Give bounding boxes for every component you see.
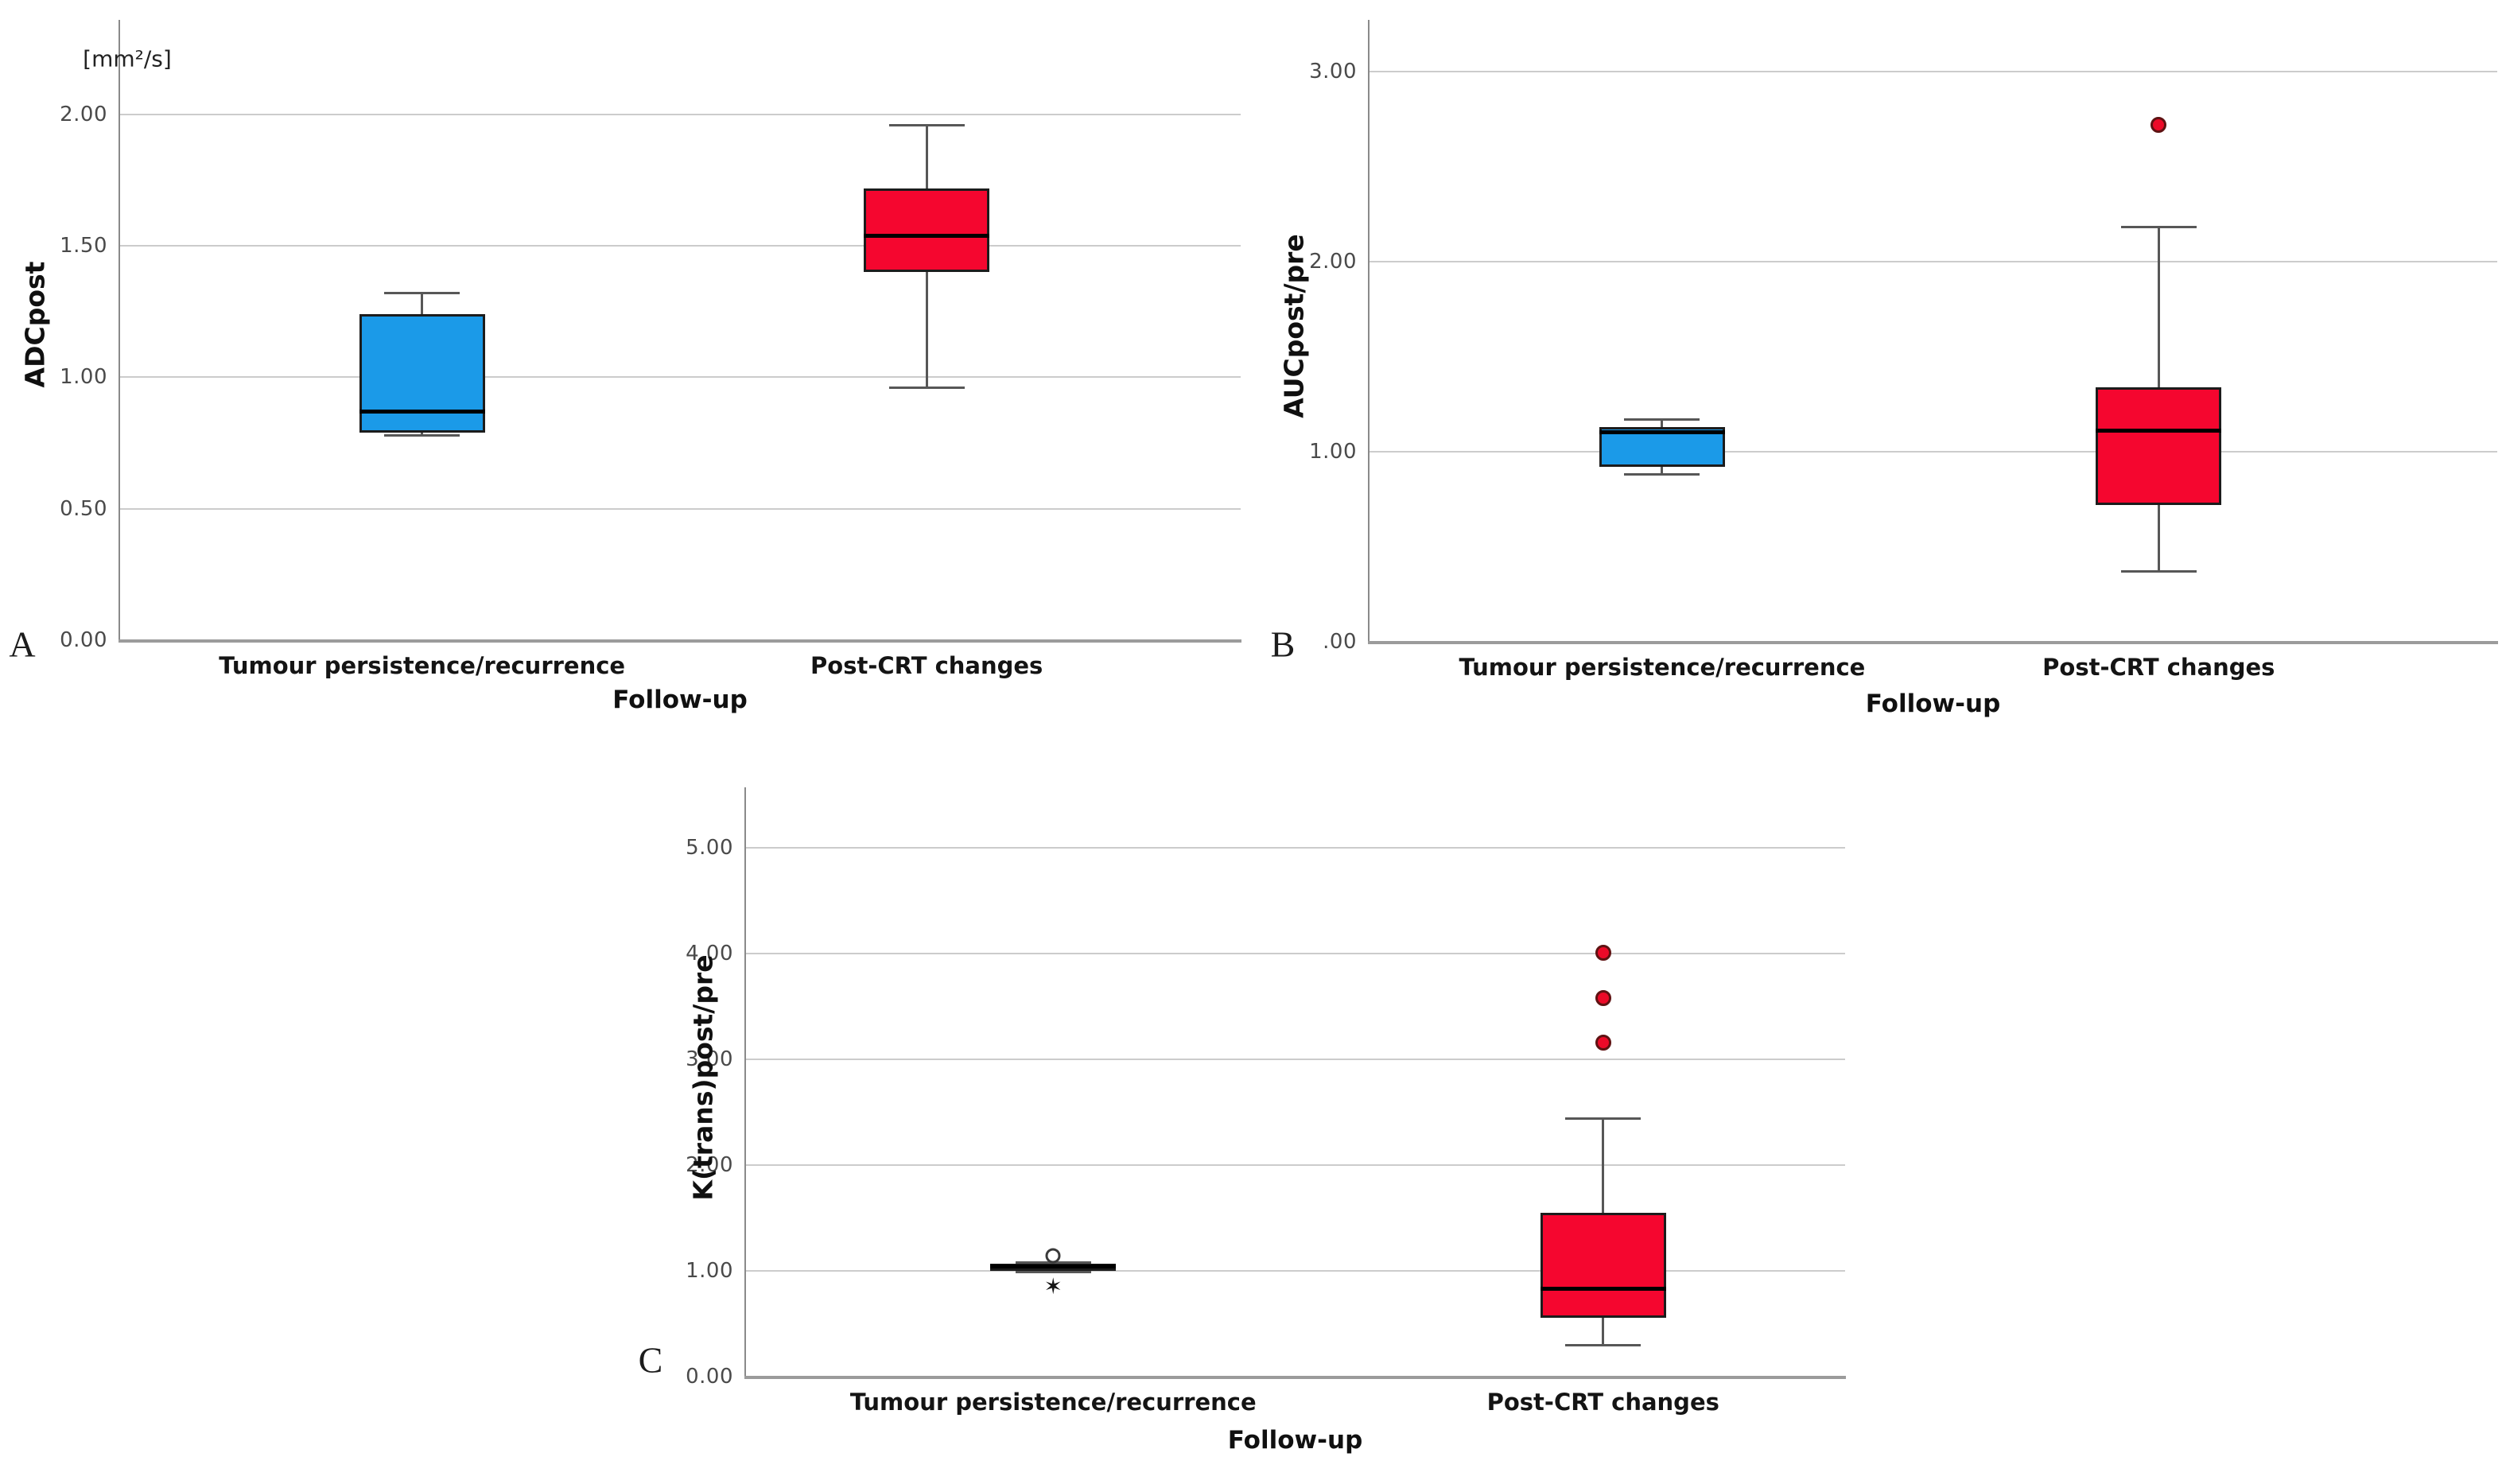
whisker-cap [2120,226,2197,229]
y-tick-label: 4.00 [686,942,733,965]
y-gridline [119,508,1241,510]
y-tick-label: 1.50 [60,234,107,258]
y-tick-label: 5.00 [686,836,733,860]
y-axis-title: ADCpost [19,261,51,388]
median-line [359,409,485,414]
y-tick-label: .00 [1323,630,1357,654]
whisker-cap [2120,570,2197,573]
whisker-cap [1624,418,1700,421]
median-line [2096,429,2222,433]
y-axis-title: K(trans)post/pre [687,954,719,1201]
y-axis-line [1368,20,1370,642]
category-label: Tumour persistence/recurrence [1459,654,1866,681]
y-tick-label: 3.00 [1309,60,1357,84]
x-axis-line [119,639,1241,643]
y-tick-label: 1.00 [1309,440,1357,464]
y-tick-label: 0.50 [60,497,107,521]
outlier-dot [1595,989,1611,1006]
median-line [1599,430,1725,435]
category-label: Post-CRT changes [1486,1389,1719,1416]
whisker-cap [1565,1343,1642,1346]
y-gridline [1369,261,2497,262]
y-tick-label: 2.00 [60,103,107,126]
y-axis-line [744,787,746,1377]
y-gridline [1369,71,2497,72]
outlier-dot [1595,944,1611,961]
extreme-star: ✶ [1043,1272,1063,1299]
boxplot-box [2096,387,2222,505]
x-axis-title: Follow-up [1227,1426,1363,1455]
boxplot-box [359,314,485,433]
whisker-cap [888,123,965,126]
y-gridline [1369,451,2497,453]
panel-letter: C [638,1339,663,1381]
boxplot-box [1540,1212,1666,1318]
x-axis-line [1368,641,2498,644]
median-line [1540,1287,1666,1292]
category-label: Post-CRT changes [810,652,1043,679]
whisker-cap [384,292,460,295]
panel-letter: B [1270,624,1296,665]
y-tick-label: 3.00 [686,1047,733,1071]
whisker-cap [1015,1270,1091,1273]
x-axis-line [744,1376,1846,1379]
y-gridline [119,114,1241,115]
y-tick-label: 1.00 [686,1259,733,1283]
y-gridline [119,376,1241,378]
y-axis-line [119,20,120,640]
unit-annotation: [mm²/s] [83,45,172,72]
y-gridline [745,953,1845,954]
median-line [990,1265,1117,1269]
y-gridline [745,1059,1845,1060]
y-gridline [745,847,1845,849]
y-tick-label: 1.00 [60,365,107,389]
median-line [864,233,990,238]
boxplot-box [864,188,990,273]
panel-letter: A [9,624,36,665]
y-tick-label: 0.00 [686,1365,733,1389]
category-label: Tumour persistence/recurrence [219,652,626,679]
category-label: Post-CRT changes [2042,654,2275,681]
whisker-cap [888,387,965,390]
y-tick-label: 2.00 [686,1153,733,1177]
y-gridline [745,1164,1845,1166]
y-tick-label: 0.00 [60,628,107,652]
whisker-cap [384,433,460,437]
y-tick-label: 2.00 [1309,250,1357,274]
outlier-open-circle [1045,1248,1061,1264]
category-label: Tumour persistence/recurrence [849,1389,1257,1416]
x-axis-title: Follow-up [612,686,748,714]
whisker-cap [1565,1117,1642,1120]
x-axis-title: Follow-up [1865,690,2001,718]
y-gridline [119,245,1241,247]
outlier-dot [1595,1034,1611,1051]
whisker-cap [1624,473,1700,476]
y-axis-title: AUCpost/pre [1278,234,1310,418]
y-gridline [745,1270,1845,1272]
outlier-dot [2150,116,2167,133]
